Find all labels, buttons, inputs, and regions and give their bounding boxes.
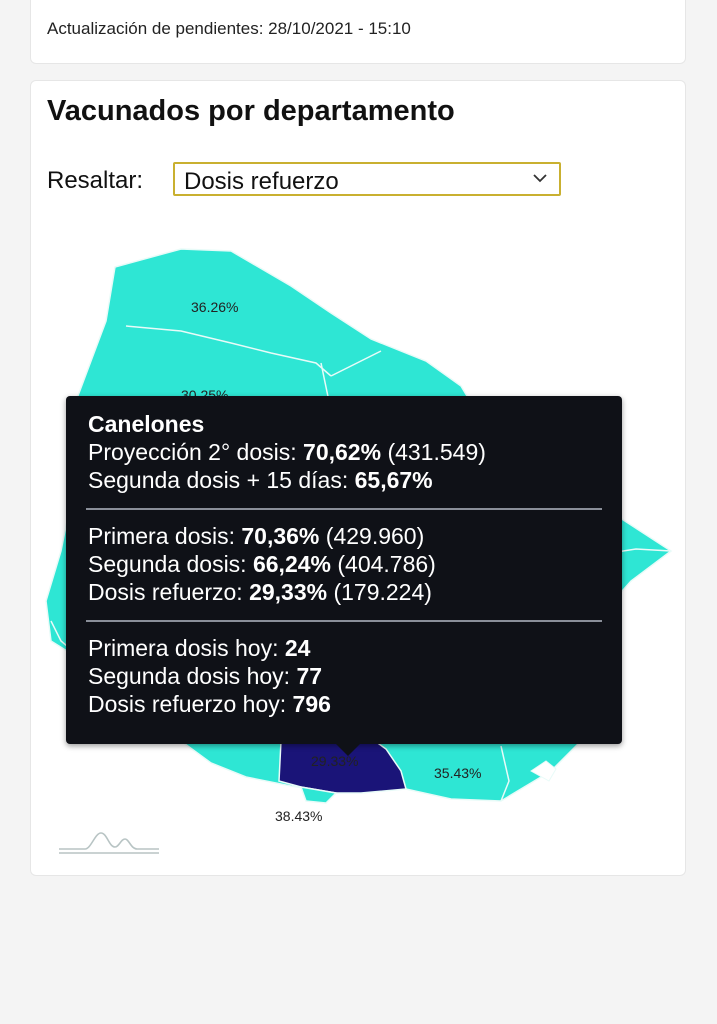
update-card: Actualización de pendientes: 28/10/2021 … (30, 0, 686, 64)
tooltip-primera-count: (429.960) (325, 523, 425, 549)
tooltip-refuerzo-hoy-value: 796 (292, 691, 331, 717)
tooltip-primera-label: Primera dosis: (88, 523, 235, 549)
tooltip-segunda-hoy: Segunda dosis hoy: 77 (88, 662, 600, 690)
map-region-montevideo[interactable] (299, 786, 338, 804)
mountain-logo-icon (59, 832, 159, 854)
map-label-canelones: 29.33% (311, 753, 358, 769)
section-title: Vacunados por departamento (47, 95, 455, 127)
tooltip-refuerzo-hoy-label: Dosis refuerzo hoy: (88, 691, 287, 717)
tooltip-primera-pct: 70,36% (241, 523, 320, 549)
tooltip-proyeccion-label: Proyección 2° dosis: (88, 439, 297, 465)
tooltip-divider (86, 508, 602, 510)
tooltip-proyeccion-pct: 70,62% (303, 439, 382, 465)
map-border-1 (125, 325, 332, 377)
map-border-2 (330, 350, 382, 377)
tooltip-primera-hoy-value: 24 (284, 635, 311, 661)
tooltip-proyeccion: Proyección 2° dosis: 70,62% (431.549) (88, 438, 600, 466)
highlight-select-value: Dosis refuerzo (184, 168, 339, 195)
tooltip-refuerzo-pct: 29,33% (249, 579, 328, 605)
map-label-south: 38.43% (275, 808, 322, 824)
tooltip-segunda-label: Segunda dosis: (88, 551, 247, 577)
tooltip-segunda-hoy-label: Segunda dosis hoy: (88, 663, 291, 689)
tooltip-divider (86, 620, 602, 622)
tooltip-segunda-pct: 66,24% (252, 551, 331, 577)
tooltip-proyeccion-count: (431.549) (387, 439, 486, 465)
chevron-down-icon (533, 174, 547, 183)
tooltip-refuerzo-label: Dosis refuerzo: (88, 579, 243, 605)
tooltip-primera-hoy: Primera dosis hoy: 24 (88, 634, 600, 662)
tooltip-segunda15-pct: 65,67% (354, 467, 433, 493)
map-border-6 (500, 745, 510, 802)
tooltip-refuerzo: Dosis refuerzo: 29,33% (179.224) (88, 578, 600, 606)
department-tooltip: Canelones Proyección 2° dosis: 70,62% (4… (66, 396, 622, 756)
update-timestamp: Actualización de pendientes: 28/10/2021 … (47, 19, 411, 38)
tooltip-department-name: Canelones (88, 411, 205, 437)
highlight-select[interactable]: Dosis refuerzo (173, 162, 561, 196)
tooltip-refuerzo-count: (179.224) (333, 579, 432, 605)
highlight-label: Resaltar: (47, 167, 144, 194)
map-label-east: 35.43% (434, 765, 481, 781)
map-label-north: 36.26% (191, 299, 238, 315)
tooltip-segunda-count: (404.786) (337, 551, 436, 577)
tooltip-primera: Primera dosis: 70,36% (429.960) (88, 522, 600, 550)
tooltip-segunda-hoy-value: 77 (296, 663, 323, 689)
tooltip-primera-hoy-label: Primera dosis hoy: (88, 635, 279, 661)
tooltip-segunda15-label: Segunda dosis + 15 días: (88, 467, 349, 493)
tooltip-refuerzo-hoy: Dosis refuerzo hoy: 796 (88, 690, 600, 718)
tooltip-segunda15: Segunda dosis + 15 días: 65,67% (88, 466, 600, 494)
tooltip-segunda: Segunda dosis: 66,24% (404.786) (88, 550, 600, 578)
map-coast-detail (530, 760, 557, 782)
